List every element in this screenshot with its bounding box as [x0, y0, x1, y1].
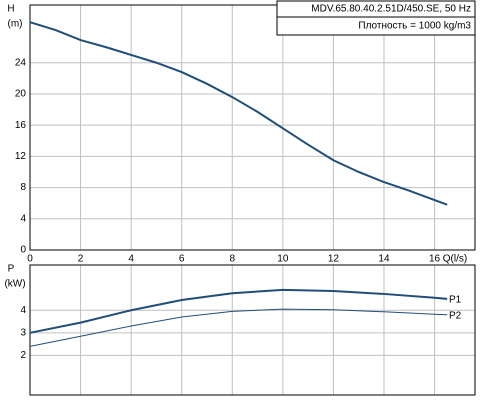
- curve: [29, 21, 448, 206]
- x-tick-label: 8: [229, 254, 235, 265]
- x-tick-label: 16: [429, 254, 441, 265]
- y-axis-unit: (m): [8, 19, 23, 30]
- curve: [29, 308, 448, 347]
- x-axis-label: Q(l/s): [443, 254, 467, 265]
- x-tick-label: 14: [378, 254, 390, 265]
- plot-frame: [29, 264, 476, 396]
- y-tick-label: 16: [15, 120, 27, 131]
- y-tick-label: 20: [15, 89, 27, 100]
- y-tick-label: 24: [15, 57, 27, 68]
- x-tick-label: 12: [328, 254, 340, 265]
- x-tick-label: 4: [128, 254, 134, 265]
- series-label: P2: [449, 310, 462, 321]
- x-tick-label: 0: [27, 254, 33, 265]
- curve: [29, 288, 448, 334]
- y-axis-unit: (kW): [4, 279, 25, 290]
- annotation: Плотность = 1000 kg/m3: [358, 21, 471, 32]
- annotation: MDV.65.80.40.2.51D/450.SE, 50 Hz: [311, 4, 471, 15]
- y-tick-label: 2: [20, 350, 26, 361]
- y-tick-label: 0: [20, 245, 26, 256]
- y-axis-label: P: [8, 264, 15, 275]
- x-tick-label: 2: [78, 254, 84, 265]
- plot-frame: [29, 4, 476, 251]
- y-tick-label: 3: [20, 327, 26, 338]
- series-label: P1: [449, 295, 462, 306]
- y-tick-label: 4: [20, 305, 26, 316]
- annotation-box: [276, 0, 476, 36]
- y-tick-label: 12: [15, 151, 27, 162]
- y-tick-label: 4: [20, 213, 26, 224]
- y-tick-label: 8: [20, 182, 26, 193]
- x-tick-label: 10: [277, 254, 289, 265]
- x-tick-label: 6: [179, 254, 185, 265]
- y-axis-label: H: [7, 4, 14, 15]
